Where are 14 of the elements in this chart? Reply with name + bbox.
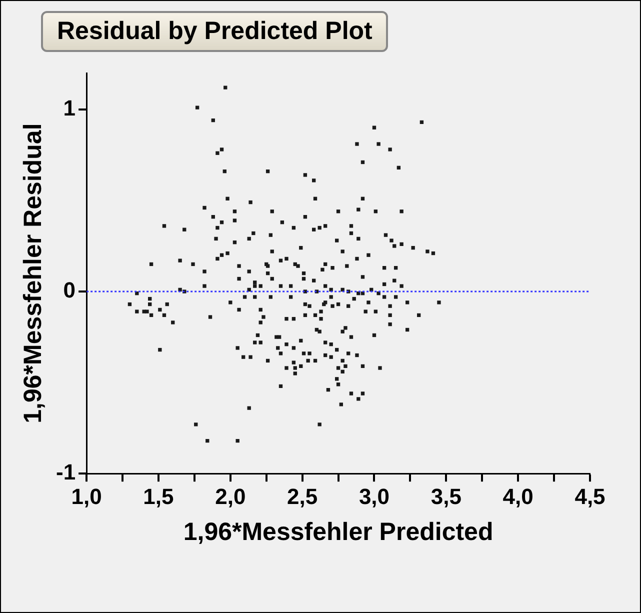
x-axis-title: 1,96*Messfehler Predicted [183, 518, 494, 546]
y-tick-label: 0 [63, 278, 76, 303]
x-tick-label: 4,0 [502, 484, 534, 509]
y-tick-label: -1 [56, 460, 76, 485]
y-axis-title: 1,96*Messfehler Residual [18, 123, 47, 424]
x-tick-label: 2,0 [215, 484, 246, 509]
x-tick-label: 3,0 [358, 484, 390, 509]
x-tick-label: 2,5 [287, 484, 318, 509]
x-tick-label: 4,5 [574, 484, 606, 509]
x-tick-label: 1,5 [143, 484, 174, 509]
y-tick-label: 1 [63, 95, 76, 120]
x-tick-label: 1,0 [71, 484, 102, 509]
x-tick-label: 3,5 [430, 484, 462, 509]
chart-title: Residual by Predicted Plot [41, 11, 388, 52]
